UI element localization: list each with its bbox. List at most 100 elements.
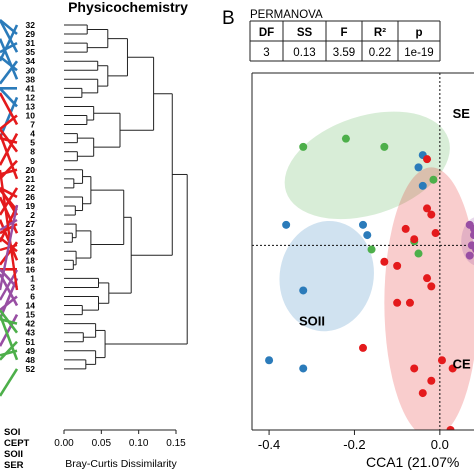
leaf-label: 26 bbox=[26, 192, 36, 202]
left-panel: Physicochemistry 32293135343038411213107… bbox=[0, 0, 188, 471]
tanglegram-line bbox=[0, 204, 19, 291]
point-cept bbox=[446, 426, 455, 430]
tanglegram-line bbox=[0, 219, 19, 261]
point-cept bbox=[405, 298, 414, 307]
plot-area: SE SOII CE bbox=[252, 73, 474, 430]
point-ser bbox=[341, 134, 350, 143]
group-label: CE bbox=[453, 356, 471, 371]
leaf-label: 18 bbox=[26, 255, 36, 265]
table-value-cell: 0.22 bbox=[369, 47, 391, 59]
table-header-cell: p bbox=[415, 27, 422, 39]
tanglegram-line bbox=[0, 159, 18, 180]
leaf-label: 6 bbox=[30, 292, 35, 302]
tanglegram-line bbox=[0, 196, 19, 234]
group-label: SE bbox=[453, 106, 471, 121]
point-cept bbox=[410, 364, 419, 373]
leaf-label: 4 bbox=[30, 129, 35, 139]
leaf-label: 13 bbox=[26, 101, 36, 111]
table-header-cell: DF bbox=[259, 27, 274, 39]
legend-entry: SOI bbox=[4, 427, 20, 438]
panel-letter-b: B bbox=[222, 8, 235, 29]
leaf-label: 7 bbox=[30, 120, 35, 130]
x-axis-label: CCA1 (21.07% bbox=[366, 454, 459, 470]
tanglegram-line bbox=[0, 133, 19, 180]
leaf-label: 29 bbox=[26, 29, 36, 39]
tanglegram-lines bbox=[0, 18, 19, 397]
legend-entry: CEPT bbox=[4, 438, 30, 449]
leaf-label: 42 bbox=[26, 319, 36, 329]
point-cept bbox=[401, 224, 410, 233]
leaf-label: 32 bbox=[26, 20, 36, 30]
tanglegram-line bbox=[0, 87, 18, 108]
point-soii bbox=[414, 163, 423, 172]
table-header-cell: R² bbox=[374, 27, 386, 39]
leaf-label: 51 bbox=[26, 337, 36, 347]
table-value-cell: 3 bbox=[263, 47, 269, 59]
x-tick-label: 0.15 bbox=[166, 438, 186, 449]
leaf-label: 22 bbox=[26, 183, 36, 193]
x-tick-label: 0.05 bbox=[92, 438, 112, 449]
leaf-label: 20 bbox=[26, 165, 36, 175]
point-ser bbox=[429, 175, 438, 184]
point-cept bbox=[418, 389, 427, 398]
tanglegram-line bbox=[0, 128, 19, 153]
ellipse-cept bbox=[384, 167, 474, 430]
tanglegram-line bbox=[0, 55, 18, 72]
leaf-label: 31 bbox=[26, 38, 36, 48]
leaf-label: 3 bbox=[30, 282, 35, 292]
x-tick-label: 0.00 bbox=[54, 438, 74, 449]
tanglegram-line bbox=[0, 368, 19, 397]
tanglegram-line bbox=[0, 19, 19, 53]
point-soii bbox=[265, 356, 274, 365]
dendrogram bbox=[64, 24, 188, 370]
point-ser bbox=[367, 245, 376, 254]
leaf-label: 35 bbox=[26, 47, 36, 57]
leaf-label: 30 bbox=[26, 65, 36, 75]
point-cept bbox=[393, 261, 402, 270]
point-cept bbox=[448, 364, 457, 373]
leaf-label: 14 bbox=[26, 301, 36, 311]
leaf-label: 41 bbox=[26, 83, 36, 93]
point-soi bbox=[470, 224, 474, 233]
table-value-cell: 1e-19 bbox=[404, 47, 433, 59]
leaf-label: 5 bbox=[30, 138, 35, 148]
leaf-label: 23 bbox=[26, 228, 36, 238]
leaf-label: 19 bbox=[26, 201, 36, 211]
point-soi bbox=[467, 241, 474, 250]
point-cept bbox=[359, 343, 367, 352]
leaf-label: 2 bbox=[30, 210, 35, 220]
leaf-label: 52 bbox=[26, 364, 36, 374]
dendrogram-leaf-labels: 3229313534303841121310745892021222619227… bbox=[26, 20, 36, 374]
leaf-label: 10 bbox=[26, 111, 36, 121]
table-value-cell: 0.13 bbox=[293, 47, 315, 59]
leaf-label: 9 bbox=[30, 156, 35, 166]
point-ser bbox=[299, 142, 308, 151]
point-cept bbox=[427, 376, 436, 385]
group-label: SOII bbox=[299, 313, 325, 328]
tanglegram-line bbox=[0, 169, 19, 291]
x-tick-label: 0.10 bbox=[129, 438, 149, 449]
leaf-label: 27 bbox=[26, 219, 36, 229]
point-soi bbox=[470, 231, 474, 240]
right-panel: B PERMANOVA DF SS F R² p 3 0.13 3.59 0.22 1e-19 S… bbox=[222, 8, 474, 470]
tanglegram-line bbox=[0, 313, 19, 347]
tanglegram-line bbox=[0, 314, 19, 361]
point-cept bbox=[380, 257, 389, 266]
dendrogram-title: Physicochemistry bbox=[68, 0, 188, 15]
x-tick-label: -0.2 bbox=[343, 437, 365, 452]
leaf-label: 38 bbox=[26, 74, 36, 84]
point-soii bbox=[299, 286, 308, 295]
leaf-label: 21 bbox=[26, 174, 36, 184]
point-soii bbox=[363, 231, 372, 240]
leaf-label: 48 bbox=[26, 355, 36, 365]
ellipse-soii bbox=[279, 220, 374, 332]
point-cept bbox=[427, 282, 436, 291]
table-header-cell: SS bbox=[297, 27, 313, 39]
point-soii bbox=[299, 364, 308, 373]
permanova-title: PERMANOVA bbox=[250, 9, 323, 21]
point-cept bbox=[437, 356, 446, 365]
table-header-cell: F bbox=[340, 27, 347, 39]
point-soii bbox=[359, 220, 367, 229]
